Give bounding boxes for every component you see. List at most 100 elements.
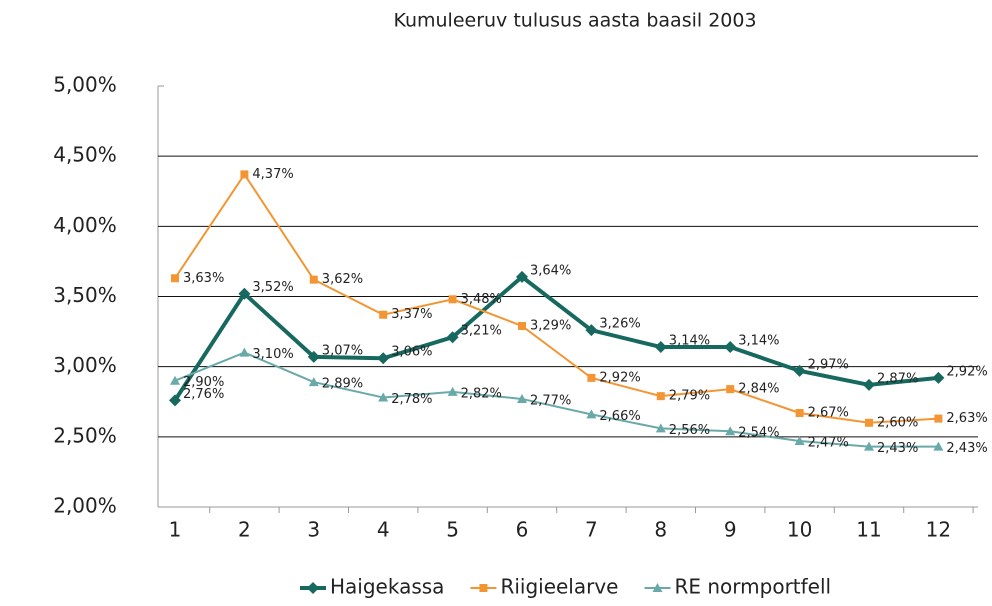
data-point xyxy=(654,341,667,354)
data-label: 2,82% xyxy=(461,386,502,401)
legend-marker xyxy=(652,583,663,592)
data-label: 3,29% xyxy=(530,318,571,333)
data-point xyxy=(307,350,320,363)
data-label: 3,14% xyxy=(669,334,710,349)
chart-title: Kumuleeruv tulusus aasta baasil 2003 xyxy=(393,10,756,32)
data-point xyxy=(378,392,389,402)
data-point xyxy=(239,347,250,357)
x-tick-label: 2 xyxy=(238,518,251,542)
x-tick-label: 9 xyxy=(724,518,737,542)
data-point xyxy=(932,371,945,384)
legend-label: Riigieelarve xyxy=(500,575,618,599)
data-label: 3,48% xyxy=(461,292,502,307)
data-label: 4,37% xyxy=(252,167,293,182)
data-point xyxy=(518,321,526,330)
y-tick-label: 3,00% xyxy=(53,353,117,377)
data-point xyxy=(170,375,180,385)
x-tick-label: 4 xyxy=(377,518,390,542)
x-tick-label: 3 xyxy=(307,518,320,542)
data-point xyxy=(377,352,390,365)
data-point xyxy=(171,274,179,283)
x-tick-label: 7 xyxy=(585,518,598,542)
data-point xyxy=(725,426,736,436)
data-label: 3,63% xyxy=(183,271,224,286)
data-point xyxy=(793,364,806,377)
data-point xyxy=(238,287,251,300)
data-label: 2,43% xyxy=(946,441,987,456)
x-tick-label: 6 xyxy=(516,518,529,542)
x-tick-label: 5 xyxy=(446,518,459,542)
data-label: 2,43% xyxy=(877,441,918,456)
data-label: 3,21% xyxy=(461,324,502,339)
y-tick-label: 5,00% xyxy=(53,73,117,97)
data-label: 2,89% xyxy=(322,377,363,392)
data-point xyxy=(587,373,596,382)
data-point xyxy=(169,394,181,407)
x-tick-label: 8 xyxy=(654,518,667,542)
data-label: 2,78% xyxy=(391,392,432,407)
y-tick-label: 3,50% xyxy=(53,283,117,307)
x-tick-label: 1 xyxy=(169,518,182,542)
data-label: 3,10% xyxy=(252,347,293,362)
series-line xyxy=(174,172,939,424)
data-label: 2,92% xyxy=(946,364,987,379)
legend-marker xyxy=(307,582,319,594)
y-tick-label: 2,50% xyxy=(53,423,117,447)
x-tick-label: 12 xyxy=(926,518,951,542)
data-point xyxy=(585,324,598,337)
data-point xyxy=(448,295,457,304)
series-line xyxy=(174,351,939,448)
data-label: 2,84% xyxy=(738,382,779,397)
series-line xyxy=(173,274,939,402)
data-point xyxy=(865,418,873,427)
data-point xyxy=(795,408,804,417)
y-tick-label: 2,00% xyxy=(53,494,117,518)
data-label: 2,77% xyxy=(530,393,571,408)
data-label: 2,54% xyxy=(738,426,779,441)
legend-label: Haigekassa xyxy=(330,575,444,599)
data-label: 3,07% xyxy=(322,343,363,358)
legend-marker xyxy=(479,584,488,592)
data-label: 3,37% xyxy=(391,307,432,322)
data-point xyxy=(655,423,666,433)
data-label: 2,66% xyxy=(599,409,640,424)
data-label: 3,06% xyxy=(391,345,432,360)
data-point xyxy=(656,392,665,401)
legend-label: RE normportfell xyxy=(674,575,831,599)
data-label: 2,60% xyxy=(877,415,918,430)
data-point xyxy=(863,378,875,391)
data-label: 3,64% xyxy=(530,263,571,278)
data-point xyxy=(240,170,249,179)
data-label: 2,90% xyxy=(183,375,224,390)
data-point xyxy=(794,436,805,446)
y-tick-label: 4,50% xyxy=(53,143,117,167)
data-point xyxy=(446,331,459,344)
data-point xyxy=(586,409,597,419)
data-point xyxy=(864,441,874,451)
data-point xyxy=(516,270,528,283)
x-tick-label: 10 xyxy=(787,518,812,542)
data-label: 2,56% xyxy=(669,423,710,438)
data-label: 3,62% xyxy=(322,272,363,287)
data-label: 2,97% xyxy=(808,357,849,372)
data-label: 2,79% xyxy=(669,389,710,404)
x-tick-label: 11 xyxy=(856,518,881,542)
data-point xyxy=(724,341,737,354)
data-point xyxy=(308,377,319,387)
data-point xyxy=(934,414,943,423)
data-point xyxy=(933,441,944,451)
data-point xyxy=(447,386,458,396)
data-point xyxy=(517,393,527,403)
data-label: 3,52% xyxy=(252,280,293,295)
y-tick-label: 4,00% xyxy=(53,213,117,237)
data-point xyxy=(309,275,318,284)
data-label: 2,63% xyxy=(946,411,987,426)
data-label: 3,14% xyxy=(738,334,779,349)
data-label: 2,47% xyxy=(808,436,849,451)
data-point xyxy=(379,310,388,319)
data-label: 3,26% xyxy=(599,317,640,332)
data-label: 2,92% xyxy=(599,370,640,385)
data-label: 2,67% xyxy=(808,405,849,420)
